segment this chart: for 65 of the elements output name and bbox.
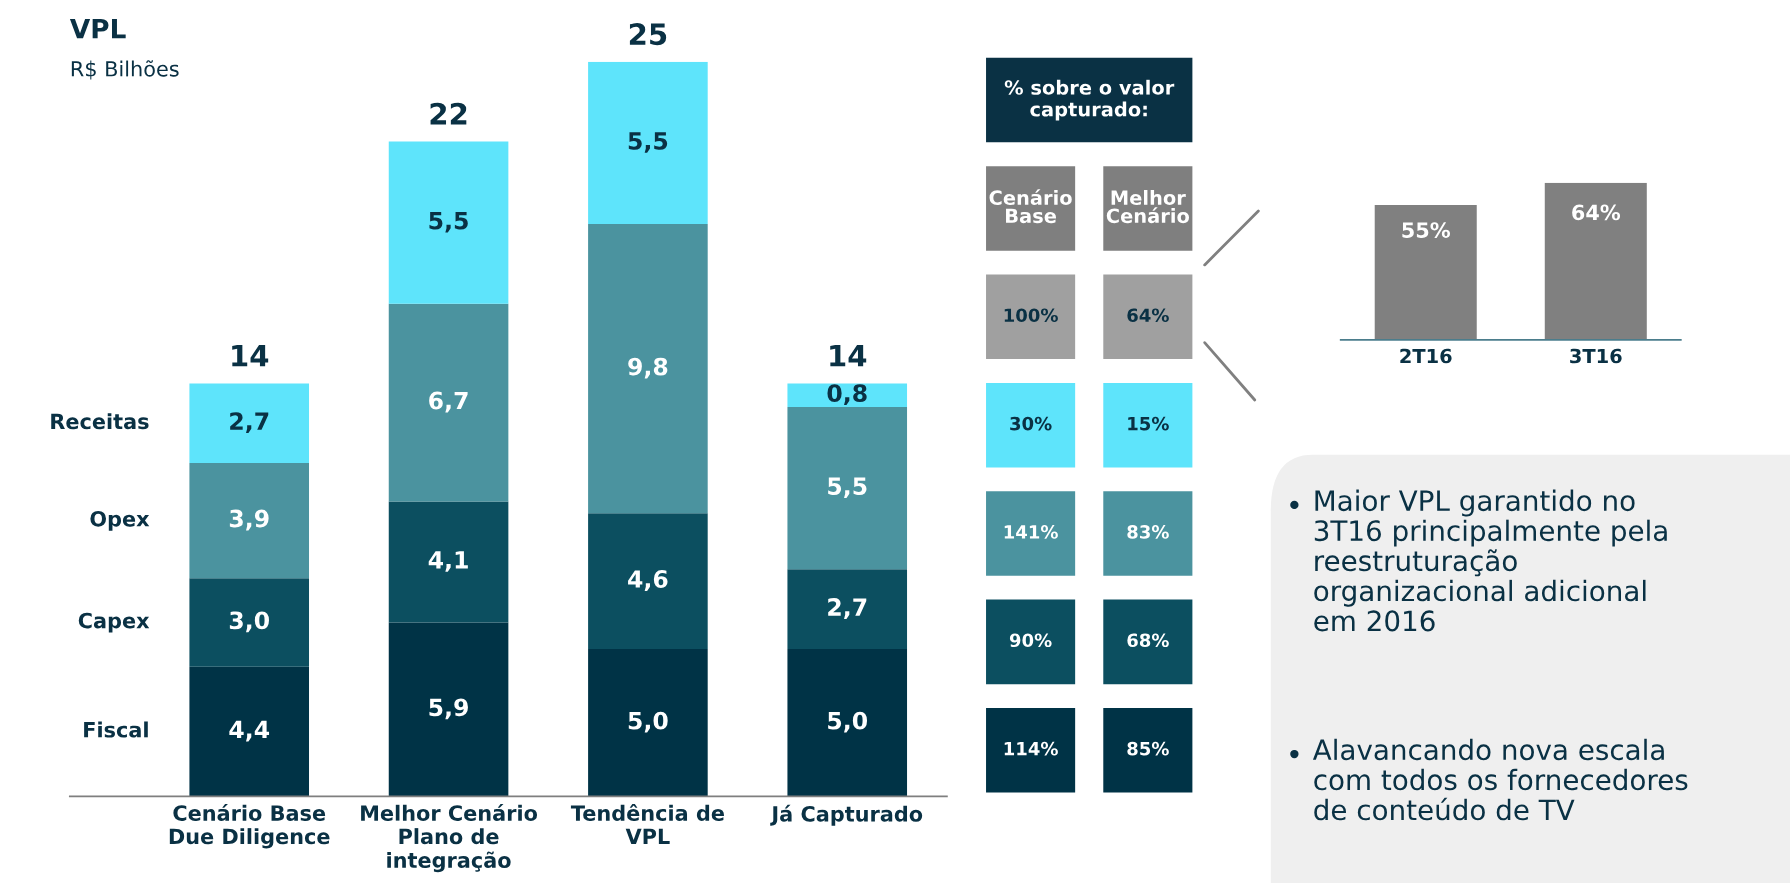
category-label: Cenário Base [989,189,1072,224]
data-label: 9,8 [628,357,668,379]
bar [388,501,509,623]
bar [189,463,310,579]
bar [787,407,908,570]
total-label: 22 [430,102,467,125]
total-label: 25 [629,23,667,46]
bar [388,303,509,502]
category-label: Melhor Cenário [1106,190,1190,224]
series-label: Opex [90,510,150,531]
bar [588,648,708,797]
data-label: 83% [1127,525,1169,539]
series-label: Receitas [51,413,149,430]
data-label: 100% [1004,308,1058,323]
data-label: 4,6 [628,570,668,591]
data-label: 2,7 [828,598,867,619]
x-tick-label: Já Capturado [770,804,923,826]
text: Maior VPL garantido no 3T16 principalmente pela reestruturação organizacional adicional em 2016 [1314,489,1667,632]
x-tick-label: Cenário Base Due Diligence [169,803,330,849]
bar [588,61,708,225]
data-label: 68% [1127,633,1169,648]
data-label: 114% [1004,741,1058,756]
data-label: 2,7 [230,412,269,434]
bar [388,141,509,304]
data-label: 15% [1128,416,1169,431]
data-label: 5,5 [628,132,668,153]
bar [787,383,908,408]
chart-subtitle: R$ Bilhões [71,60,179,80]
data-label: 6,7 [429,391,468,413]
data-label: 5,5 [429,211,468,233]
chart-title: VPL [69,19,126,39]
data-label: 90% [1009,633,1052,648]
total-label: 14 [232,345,269,367]
data-label: 55% [1402,222,1451,238]
bar [388,622,509,797]
x-tick-label: Melhor Cenário Plano de integração [361,803,538,873]
data-label: 4,4 [229,720,270,742]
data-label: 64% [1572,204,1621,221]
x-tick-label: Tendência de VPL [570,803,724,844]
data-label: 64% [1127,308,1169,323]
data-label: 0,8 [827,384,867,406]
data-label: 5,0 [828,711,868,733]
bar [189,383,310,464]
bar [787,569,908,649]
bar [588,513,708,649]
bar [787,648,908,797]
data-label: 5,0 [628,711,668,733]
data-label: 5,5 [828,477,867,499]
data-label: 30% [1010,416,1052,431]
x-tick-label: 2T16 [1400,348,1452,364]
data-label: 141% [1004,525,1058,539]
bar [189,666,310,797]
series-label: Fiscal [84,721,148,738]
data-label: 5,9 [429,698,468,720]
bar [189,578,310,667]
data-label: 4,1 [428,551,468,572]
x-tick-label: 3T16 [1570,348,1622,364]
data-label: 3,0 [229,611,269,633]
text: Alavancando nova escala com todos os fornecedores de conteúdo de TV [1312,738,1688,821]
data-label: 3,9 [229,509,269,531]
series-label: Capex [78,612,150,633]
data-label: 85% [1127,741,1169,756]
total-label: 14 [830,345,867,367]
text: % sobre o valor capturado: [1004,79,1175,121]
bar [588,224,708,514]
